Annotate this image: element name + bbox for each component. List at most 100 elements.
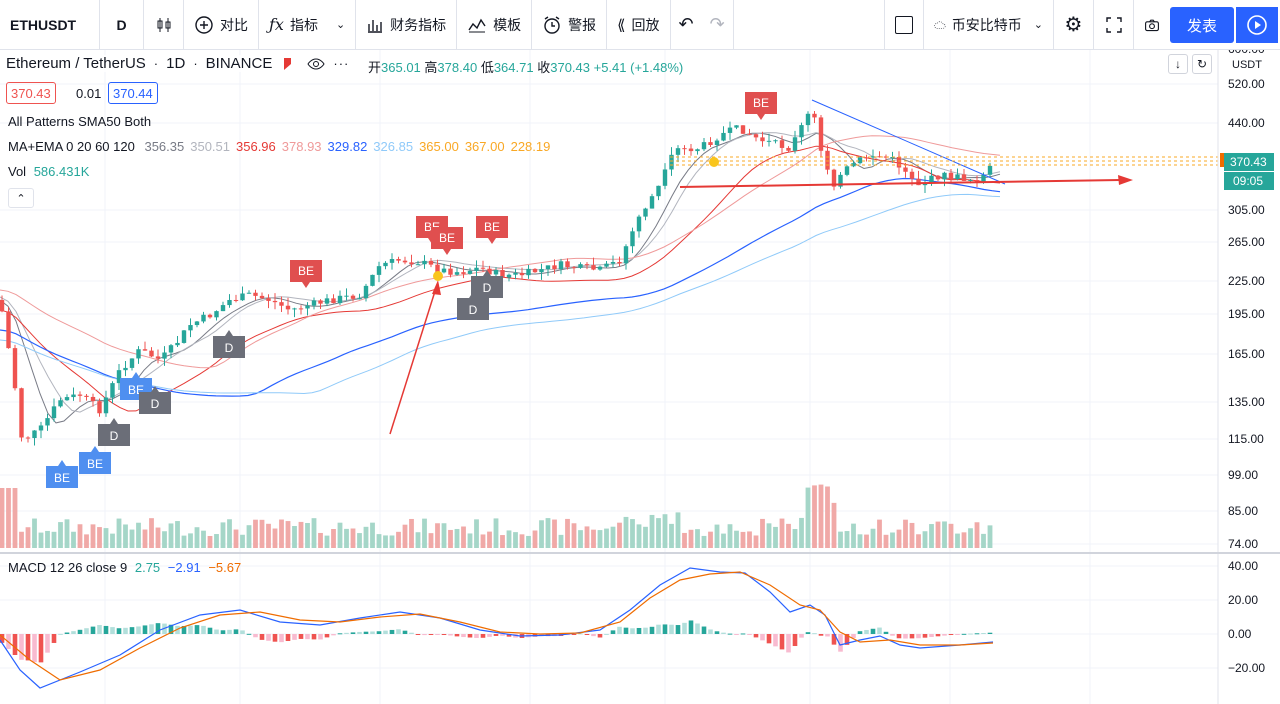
- flag-icon[interactable]: [284, 57, 292, 70]
- ask-price[interactable]: 370.44: [108, 82, 158, 104]
- volume-bar: [513, 532, 518, 548]
- macd-histogram-bar: [266, 634, 271, 641]
- arrow-head: [432, 280, 441, 295]
- marker-shape: [745, 92, 777, 120]
- macd-legend[interactable]: MACD 12 26 close 9 2.75 −2.91 −5.67: [8, 560, 241, 575]
- macd-histogram-bar: [480, 634, 486, 638]
- templates-button[interactable]: 模板: [457, 0, 533, 50]
- compare-button[interactable]: 对比: [184, 0, 259, 50]
- marker-label: D: [469, 303, 478, 317]
- macd-tick-label: 20.00: [1228, 593, 1258, 607]
- undo-button[interactable]: ↶: [671, 0, 702, 50]
- price-axis[interactable]: 600.00 520.00 440.00 305.00 265.00 225.00 195.…: [0, 50, 1280, 704]
- macd-histogram-bar: [129, 627, 135, 634]
- volume-bar: [64, 519, 70, 548]
- macd-histogram-bar: [233, 629, 239, 634]
- volume-bar: [708, 531, 713, 548]
- candle-body: [773, 140, 778, 142]
- volume-bar: [675, 512, 681, 548]
- candle-body: [71, 394, 76, 398]
- candle-style-button[interactable]: [144, 0, 184, 50]
- macd-histogram-bar: [844, 634, 850, 645]
- macd-histogram-bar: [760, 634, 765, 641]
- play-button[interactable]: [1236, 7, 1278, 43]
- layout-button[interactable]: [884, 0, 924, 50]
- macd-histogram-bar: [19, 634, 24, 660]
- macd-histogram-bar: [461, 634, 466, 638]
- more-icon[interactable]: ···: [333, 56, 350, 71]
- macd-histogram-bar: [773, 634, 778, 647]
- macd-histogram-bar: [123, 627, 128, 634]
- macd-histogram-bar: [630, 628, 635, 634]
- volume-bar: [942, 521, 947, 548]
- candle-body: [311, 300, 317, 306]
- candle-body: [675, 148, 681, 155]
- volume-bar: [25, 527, 31, 548]
- patterns-legend[interactable]: All Patterns SMA50 Both: [8, 114, 152, 129]
- volume-bar: [480, 534, 486, 548]
- volume-bar: [682, 532, 687, 548]
- replay-button[interactable]: ⟪ 回放: [607, 0, 671, 50]
- candle-body: [90, 396, 96, 402]
- volume-bar: [162, 531, 167, 548]
- collapse-legend-button[interactable]: ⌃: [8, 188, 34, 208]
- snapshot-button[interactable]: [1134, 0, 1170, 50]
- price-tick-label: 74.00: [1228, 537, 1258, 551]
- chart-canvas[interactable]: BEBEBEBEBEBEBEBEDDDDD 600.00520.00440.00…: [0, 50, 1280, 704]
- macd-histogram-bar: [64, 632, 70, 634]
- volume-bar: [747, 531, 752, 548]
- volume-legend[interactable]: Vol 586.431K: [8, 164, 89, 179]
- candle-body: [220, 305, 226, 312]
- settings-button[interactable]: ⚙: [1054, 0, 1094, 50]
- candle-body: [6, 311, 11, 349]
- scroll-down-button[interactable]: ↓: [1168, 54, 1188, 74]
- volume-bar: [578, 530, 583, 548]
- macd-histogram-bar: [942, 634, 947, 636]
- volume-bar: [760, 518, 765, 548]
- publish-button[interactable]: 发表: [1170, 7, 1234, 43]
- candle-body: [175, 342, 180, 346]
- indicators-button[interactable]: ƒx 指标 ⌄: [259, 0, 357, 50]
- interval-selector[interactable]: D: [100, 0, 144, 50]
- candle-body: [246, 292, 252, 294]
- macd-histogram-bar: [669, 624, 674, 634]
- volume-bar: [266, 523, 271, 548]
- fullscreen-button[interactable]: [1094, 0, 1134, 50]
- marker-shape: [290, 260, 322, 288]
- volume-bar: [714, 524, 720, 548]
- candle-body: [877, 156, 882, 158]
- volume-bar: [974, 522, 980, 548]
- low-label: 低: [480, 60, 494, 75]
- macd-histogram-bar: [357, 631, 362, 634]
- financials-button[interactable]: 财务指标: [356, 0, 458, 50]
- macd-histogram-bar: [734, 634, 739, 635]
- candle-body: [981, 174, 986, 183]
- alert-button[interactable]: 警报: [532, 0, 608, 50]
- volume-bar: [227, 519, 232, 548]
- macd-histogram-bar: [987, 632, 993, 634]
- eye-icon[interactable]: [307, 57, 325, 70]
- layout-name-selector[interactable]: 币安比特币 ⌄: [924, 0, 1054, 50]
- candle-body: [422, 260, 427, 265]
- bid-price[interactable]: 370.43: [6, 82, 56, 104]
- redo-button[interactable]: ↷: [702, 0, 734, 50]
- volume-bar: [500, 535, 505, 548]
- candle-body: [643, 208, 648, 217]
- macd-histogram-bar: [415, 634, 421, 635]
- volume-bar: [441, 523, 447, 548]
- ma-legend[interactable]: MA+EMA 0 20 60 120 356.35 350.51 356.96 378…: [8, 139, 550, 154]
- macd-histogram-bar: [877, 627, 882, 634]
- symbol-search[interactable]: ETHUSDT: [0, 0, 100, 50]
- volume-bar: [461, 526, 466, 548]
- macd-tick-label: 40.00: [1228, 559, 1258, 573]
- candle-body: [610, 261, 616, 264]
- candle-body: [597, 266, 603, 270]
- macd-histogram-bar: [441, 634, 447, 635]
- macd-tick-label: −20.00: [1228, 661, 1265, 675]
- annotations: BEBEBEBEBEBEBEBEDDDDD: [46, 92, 1218, 488]
- candle-body: [935, 175, 941, 180]
- marker-shape: [98, 418, 130, 446]
- volume-bar: [214, 534, 219, 548]
- candle-body: [181, 330, 187, 343]
- sync-button[interactable]: ↻: [1192, 54, 1212, 74]
